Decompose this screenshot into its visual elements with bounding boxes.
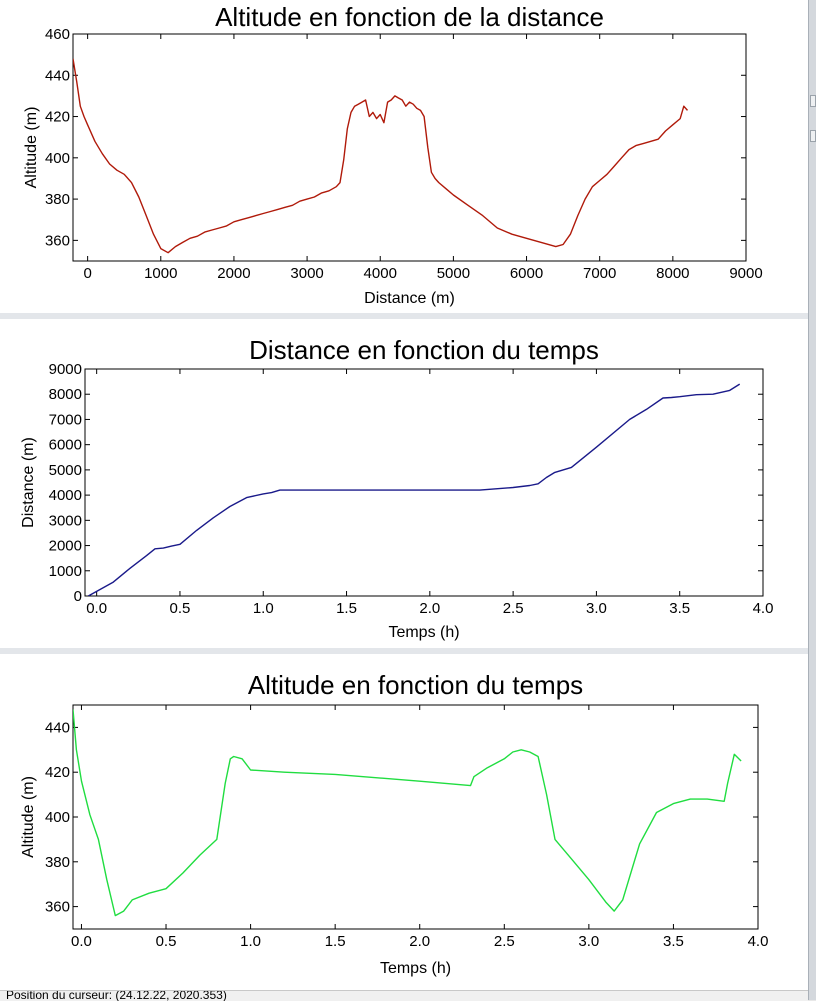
y-tick-label: 440: [45, 67, 70, 84]
x-tick-label: 0.5: [156, 933, 177, 950]
y-axis-label: Distance (m): [20, 437, 37, 528]
charts-canvas: Altitude en fonction de la distance 0 1000…: [20, 2, 773, 977]
y-tick-label: 6000: [49, 437, 82, 454]
plot-frame: [72, 704, 759, 930]
y-tick-label: 420: [45, 764, 70, 781]
status-bar: Position du curseur: (24.12.22, 2020.353…: [0, 990, 808, 1001]
x-axis-label: Distance (m): [364, 290, 455, 307]
y-tick-label: 9000: [49, 361, 82, 378]
x-tick-label: 8000: [656, 265, 689, 282]
cursor-position-text: Position du curseur: (24.12.22, 2020.353…: [6, 990, 227, 1001]
x-axis-label: Temps (h): [388, 624, 459, 641]
x-tick-label: 2.0: [419, 600, 440, 617]
y-tick-label: 3000: [49, 512, 82, 529]
x-axis-label: Temps (h): [380, 960, 451, 977]
y-tick-label: 380: [45, 854, 70, 871]
y-tick-label: 360: [45, 899, 70, 916]
x-tick-label: 9000: [729, 265, 762, 282]
x-tick-label: 2000: [217, 265, 250, 282]
x-tick-label: 7000: [583, 265, 616, 282]
y-tick-label: 420: [45, 109, 70, 126]
panel-separator: [0, 313, 808, 319]
y-tick-label: 0: [74, 588, 82, 605]
x-tick-label: 5000: [437, 265, 470, 282]
right-scrollbar[interactable]: [808, 0, 816, 1000]
y-tick-label: 5000: [49, 462, 82, 479]
x-tick-label: 1000: [144, 265, 177, 282]
x-tick-label: 3.5: [669, 600, 690, 617]
y-tick-label: 380: [45, 191, 70, 208]
y-tick-label: 1000: [49, 563, 82, 580]
x-tick-label: 4.0: [753, 600, 774, 617]
x-tick-label: 0: [83, 265, 91, 282]
chart-1: Altitude en fonction de la distance 0 1000…: [23, 2, 763, 307]
chart-title: Altitude en fonction du temps: [248, 670, 583, 700]
scroll-button[interactable]: [810, 130, 816, 142]
x-tick-label: 4000: [364, 265, 397, 282]
y-tick-label: 4000: [49, 487, 82, 504]
x-tick-label: 1.0: [240, 933, 261, 950]
x-tick-label: 2.5: [494, 933, 515, 950]
series-line: [73, 58, 689, 254]
y-tick-label: 7000: [49, 411, 82, 428]
y-axis-label: Altitude (m): [23, 107, 40, 189]
y-tick-label: 8000: [49, 386, 82, 403]
plot-frame: [84, 368, 764, 597]
y-tick-label: 400: [45, 809, 70, 826]
x-tick-label: 0.0: [86, 600, 107, 617]
x-tick-label: 3.5: [663, 933, 684, 950]
x-tick-label: 4.0: [748, 933, 769, 950]
y-tick-label: 360: [45, 232, 70, 249]
series-line: [87, 383, 741, 596]
plot-frame: [72, 33, 747, 262]
x-tick-label: 1.5: [336, 600, 357, 617]
y-tick-label: 400: [45, 150, 70, 167]
y-axis-label: Altitude (m): [20, 776, 37, 858]
x-tick-label: 1.5: [325, 933, 346, 950]
chart-3: Altitude en fonction du temps 0.0 0.5 1.0 1.…: [20, 670, 768, 977]
x-tick-label: 2.5: [503, 600, 524, 617]
scroll-button[interactable]: [810, 95, 816, 107]
x-tick-label: 1.0: [253, 600, 274, 617]
y-tick-label: 440: [45, 719, 70, 736]
chart-title: Distance en fonction du temps: [249, 335, 599, 365]
x-tick-label: 0.0: [71, 933, 92, 950]
x-tick-label: 2.0: [409, 933, 430, 950]
x-tick-label: 3000: [290, 265, 323, 282]
chart-2: Distance en fonction du temps 0.0 0.5 1.0 1.…: [20, 335, 773, 641]
chart-title: Altitude en fonction de la distance: [215, 2, 604, 32]
panel-separator: [0, 648, 808, 654]
x-tick-label: 3.0: [586, 600, 607, 617]
x-tick-label: 0.5: [170, 600, 191, 617]
x-tick-label: 6000: [510, 265, 543, 282]
y-tick-label: 2000: [49, 538, 82, 555]
x-tick-label: 3.0: [578, 933, 599, 950]
y-tick-label: 460: [45, 26, 70, 43]
series-line: [73, 709, 742, 917]
